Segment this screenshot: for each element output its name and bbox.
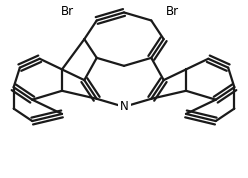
Text: N: N xyxy=(120,100,128,113)
Text: Br: Br xyxy=(166,4,179,18)
Text: Br: Br xyxy=(61,4,73,18)
